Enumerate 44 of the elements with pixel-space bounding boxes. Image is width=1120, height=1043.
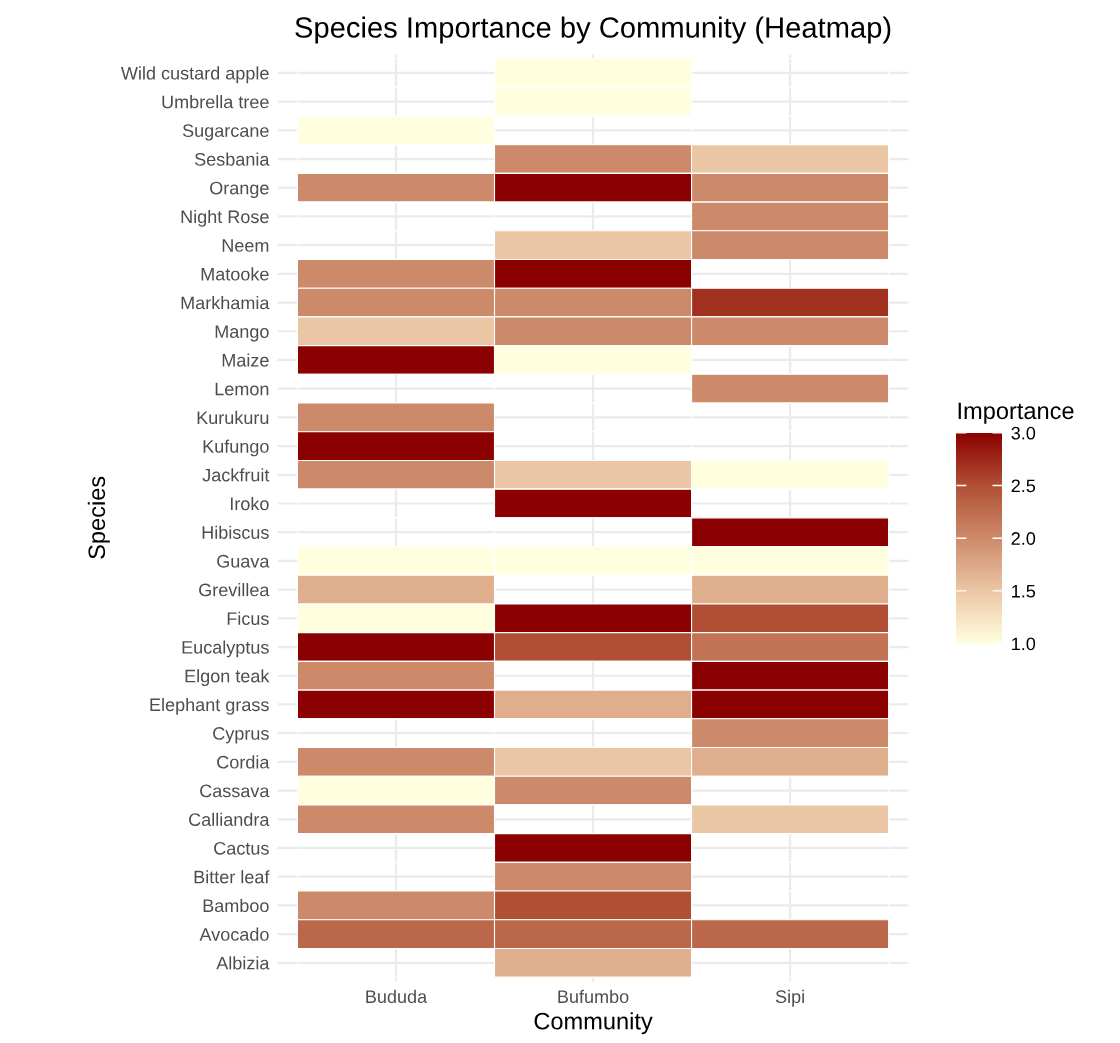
y-axis-title: Species bbox=[87, 476, 110, 559]
y-tick-label: Sesbania bbox=[194, 152, 270, 166]
y-tick-label: Cassava bbox=[200, 784, 270, 798]
y-tick-label: Cordia bbox=[217, 755, 270, 769]
x-tick-label: Bududa bbox=[366, 989, 428, 1004]
y-tick-label: Guava bbox=[217, 554, 270, 568]
y-tick-label: Lemon bbox=[215, 382, 269, 396]
y-tick-label: Kufungo bbox=[203, 439, 269, 457]
color-bar-label: 2.5 bbox=[1011, 479, 1036, 493]
y-tick-label: Matooke bbox=[201, 267, 269, 281]
color-bar-label: 3.0 bbox=[1011, 426, 1036, 440]
y-tick-label: Hibiscus bbox=[202, 525, 269, 539]
y-tick-label: Markhamia bbox=[181, 296, 270, 310]
y-tick-label: Eucalyptus bbox=[182, 640, 269, 658]
y-tick-label: Sugarcane bbox=[182, 124, 269, 141]
y-tick-label: Kurukuru bbox=[197, 410, 269, 425]
y-tick-label: Cyprus bbox=[213, 727, 269, 744]
y-tick-label: Elgon teak bbox=[185, 669, 270, 687]
y-tick-label: Iroko bbox=[230, 496, 269, 511]
y-tick-label: Elephant grass bbox=[150, 697, 269, 715]
y-tick-label: Grevillea bbox=[199, 583, 270, 597]
y-tick-label: Maize bbox=[222, 353, 269, 367]
y-tick-label: Avocado bbox=[199, 927, 269, 941]
y-tick-label: Neem bbox=[222, 239, 269, 252]
y-tick-label: Cactus bbox=[214, 841, 269, 855]
y-tick-label: Orange bbox=[210, 181, 269, 199]
y-tick-label: Albizia bbox=[216, 956, 270, 970]
x-tick-label: Sipi bbox=[775, 989, 804, 1007]
x-tick-label: Bufumbo bbox=[558, 989, 629, 1004]
x-axis-title: Community bbox=[534, 1012, 653, 1035]
color-bar-label: 1.0 bbox=[1012, 637, 1036, 651]
color-bar-label: 2.0 bbox=[1011, 532, 1036, 545]
y-tick-label: Mango bbox=[215, 325, 269, 342]
y-tick-label: Calliandra bbox=[189, 812, 270, 826]
y-tick-label: Wild custard apple bbox=[120, 66, 269, 84]
chart-title: Species Importance by Community (Heatmap) bbox=[295, 16, 891, 44]
color-bar-title: Importance bbox=[958, 402, 1074, 424]
y-tick-label: Ficus bbox=[227, 611, 269, 626]
y-tick-label: Bamboo bbox=[203, 898, 269, 913]
y-tick-label: Umbrella tree bbox=[162, 95, 269, 109]
y-tick-label: Bitter leaf bbox=[194, 870, 270, 884]
y-tick-label: Night Rose bbox=[181, 209, 269, 227]
y-tick-label: Jackfruit bbox=[202, 468, 270, 482]
color-bar-label: 1.5 bbox=[1012, 584, 1036, 598]
